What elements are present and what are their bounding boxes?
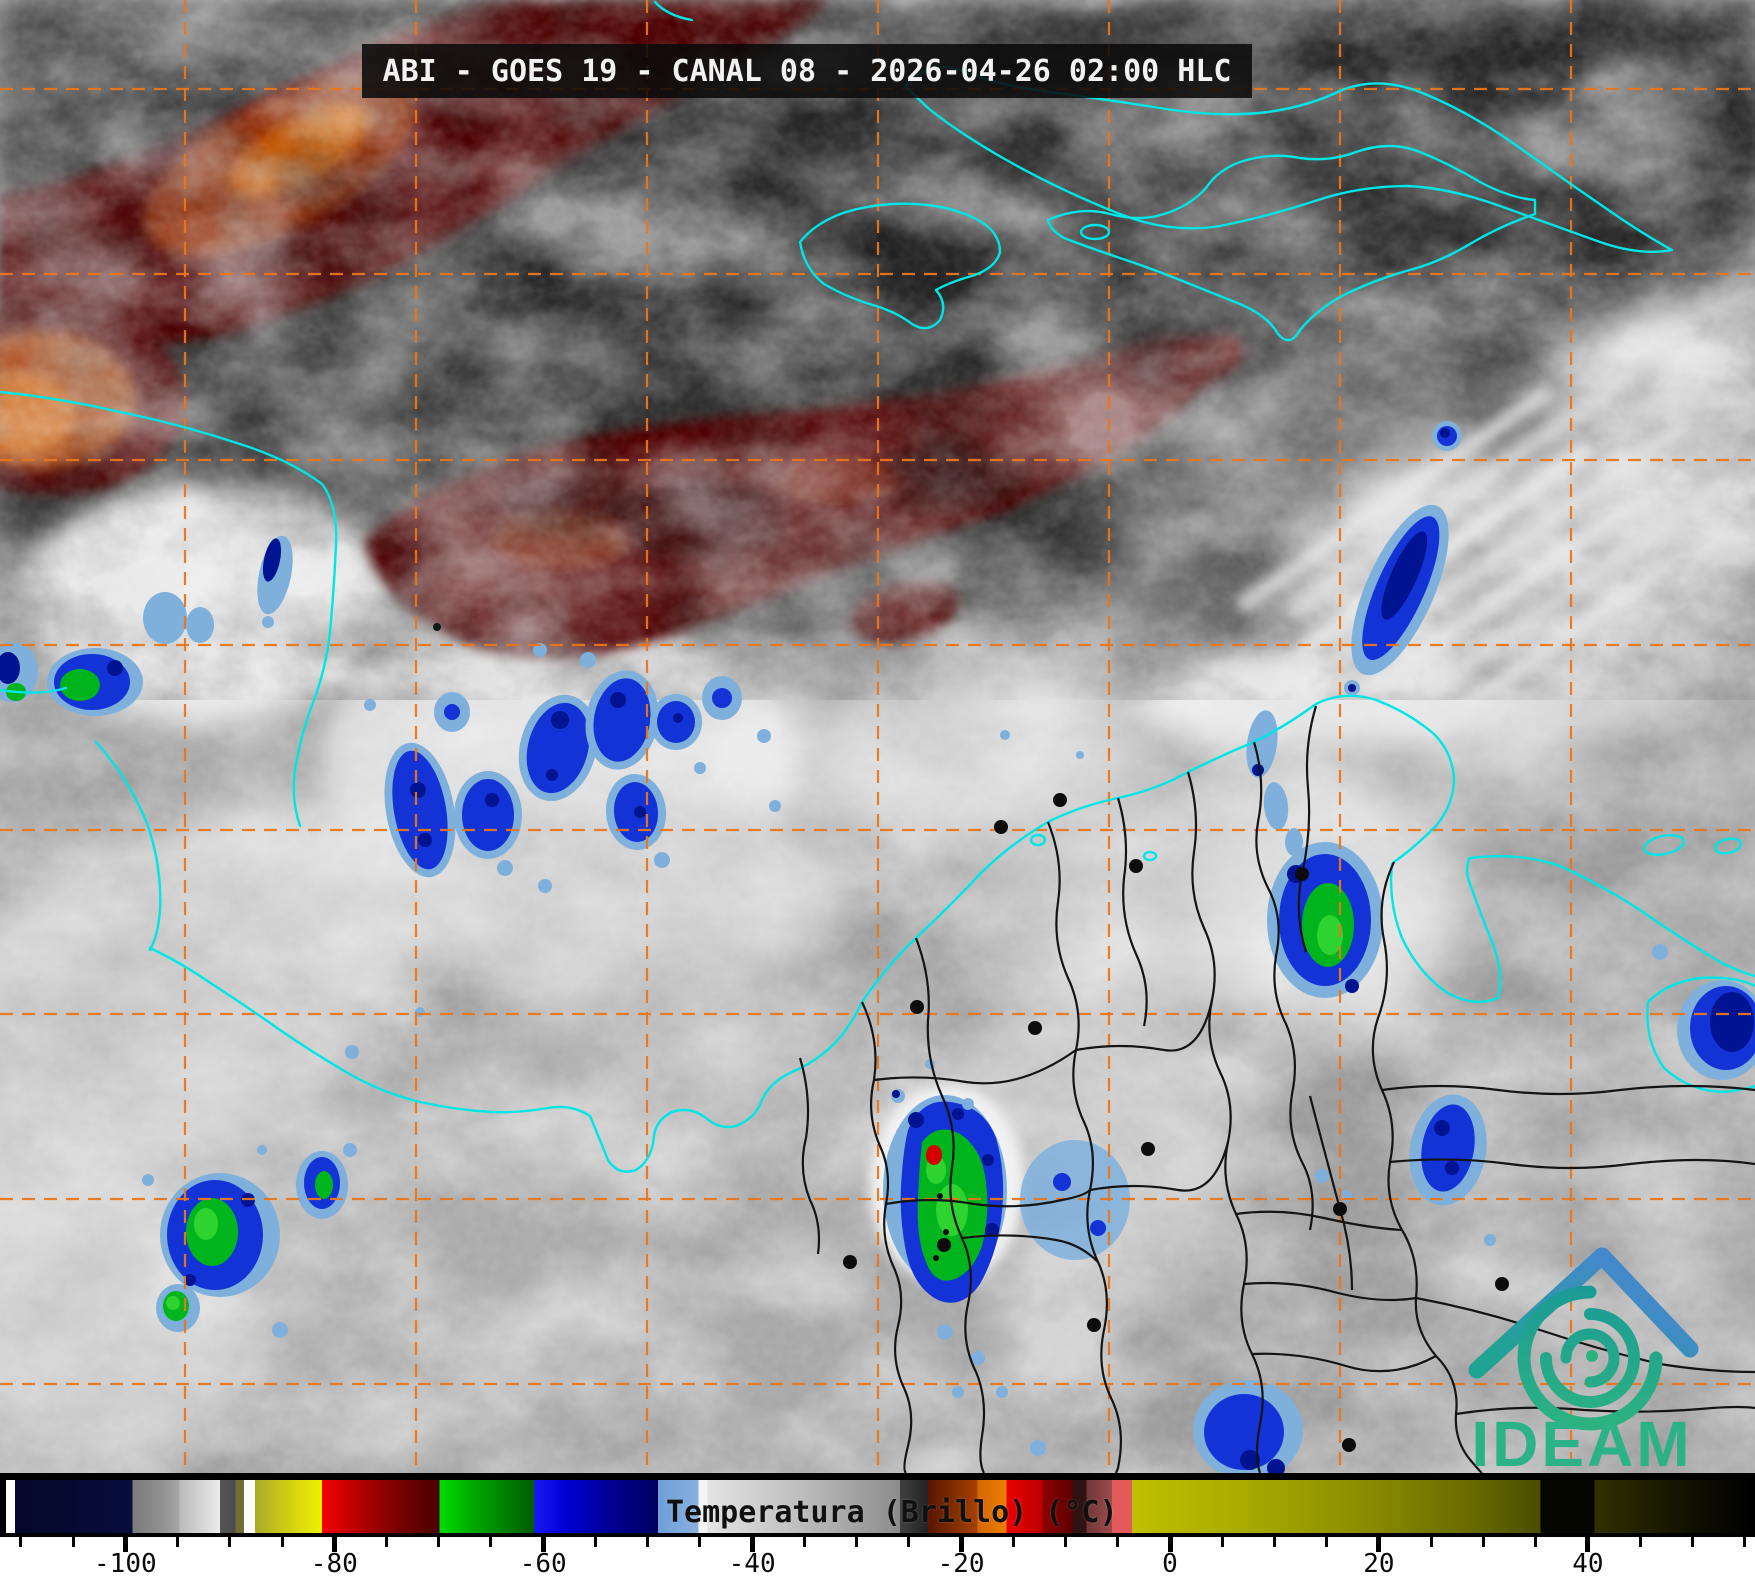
colorbar: Temperatura (Brillo) (°C) xyxy=(0,1473,1755,1537)
colorbar-gradient xyxy=(3,1480,1752,1533)
colorbar-major-tick xyxy=(122,1537,128,1552)
coastline-small-island-2 xyxy=(1142,850,1158,862)
ideam-mountain-icon xyxy=(1468,1247,1699,1379)
ideam-spiral-icon xyxy=(1517,1285,1663,1431)
colorbar-axis: -100 -80 -60 -40 -20 0 20 40 xyxy=(0,1537,1755,1577)
coastline-aruba xyxy=(1714,837,1742,855)
title-bar: ABI - GOES 19 - CANAL 08 - 2026-04-26 02… xyxy=(362,44,1252,98)
colorbar-tick-label: -40 xyxy=(728,1549,776,1577)
coastline-venezuela-north xyxy=(1468,855,1755,978)
coastline-jamaica xyxy=(798,202,1002,330)
colorbar-minor-tick xyxy=(1638,1537,1642,1547)
colorbar-minor-tick xyxy=(71,1537,75,1547)
colorbar-minor-tick xyxy=(280,1537,284,1547)
colorbar-minor-tick xyxy=(176,1537,180,1547)
colorbar-minor-tick xyxy=(385,1537,389,1547)
colorbar-minor-tick xyxy=(1325,1537,1329,1547)
colorbar-minor-tick xyxy=(1690,1537,1694,1547)
coastlines xyxy=(0,0,1755,1173)
colorbar-minor-tick xyxy=(1011,1537,1015,1547)
convective-cells xyxy=(0,421,1755,1473)
colorbar-minor-tick xyxy=(1064,1537,1068,1547)
colorbar-minor-tick xyxy=(1116,1537,1120,1547)
colorbar-tick-label: -80 xyxy=(310,1549,358,1577)
colorbar-label: Temperatura (Brillo) (°C) xyxy=(666,1495,1118,1530)
colorbar-minor-tick xyxy=(1743,1537,1747,1547)
colorbar-minor-tick xyxy=(1481,1537,1485,1547)
coastline-small-island-1 xyxy=(1029,833,1047,847)
colorbar-tick-label: -20 xyxy=(937,1549,985,1577)
satellite-map: IDEAM ABI - GOES 19 - CANAL 08 - 2026-04… xyxy=(0,0,1755,1473)
colorbar-minor-tick xyxy=(855,1537,859,1547)
city-dots xyxy=(843,793,1509,1452)
colorbar-major-tick xyxy=(958,1537,964,1552)
coastline-gonave-island xyxy=(1079,223,1111,241)
colorbar-minor-tick xyxy=(1220,1537,1224,1547)
colorbar-tick-label: 0 xyxy=(1162,1549,1178,1577)
latlon-gridlines xyxy=(0,0,1755,1473)
department-borders xyxy=(798,705,1755,1473)
coastline-costa-rica-panama xyxy=(148,946,864,1173)
colorbar-minor-tick xyxy=(19,1537,23,1547)
coastline-curacao xyxy=(1643,834,1685,856)
colorbar-minor-tick xyxy=(1429,1537,1433,1547)
colorbar-minor-tick xyxy=(593,1537,597,1547)
coastline-cuba xyxy=(903,66,1674,253)
colorbar-minor-tick xyxy=(907,1537,911,1547)
coastline-cuba-west-tip xyxy=(653,0,694,22)
colorbar-tick-label: -100 xyxy=(94,1549,157,1577)
satellite-map-svg: IDEAM xyxy=(0,0,1755,1473)
colorbar-minor-tick xyxy=(1272,1537,1276,1547)
colorbar-major-tick xyxy=(540,1537,546,1552)
colorbar-minor-tick xyxy=(698,1537,702,1547)
ideam-logo: IDEAM xyxy=(1468,1247,1699,1473)
colorbar-minor-tick xyxy=(437,1537,441,1547)
colorbar-major-tick xyxy=(1585,1537,1591,1552)
colorbar-tick-label: 40 xyxy=(1572,1549,1604,1577)
colorbar-major-tick xyxy=(1376,1537,1382,1552)
colorbar-major-tick xyxy=(331,1537,337,1552)
colorbar-minor-tick xyxy=(646,1537,650,1547)
ideam-logo-text: IDEAM xyxy=(1471,1408,1692,1473)
coastline-honduras-fragment xyxy=(0,686,68,694)
colorbar-minor-tick xyxy=(489,1537,493,1547)
colorbar-major-tick xyxy=(749,1537,755,1552)
coastline-gulf-venezuela xyxy=(1389,856,1502,1004)
coastline-hispaniola xyxy=(1046,144,1537,342)
colorbar-tick-label: 20 xyxy=(1363,1549,1395,1577)
colorbar-minor-tick xyxy=(1534,1537,1538,1547)
coastline-colombia-caribbean xyxy=(860,694,1456,1004)
coastline-mosquito xyxy=(94,740,162,952)
colorbar-major-tick xyxy=(1167,1537,1173,1552)
image-title: ABI - GOES 19 - CANAL 08 - 2026-04-26 02… xyxy=(382,53,1232,89)
colorbar-minor-tick xyxy=(802,1537,806,1547)
coastline-yucatan xyxy=(0,390,338,828)
colorbar-tick-label: -60 xyxy=(519,1549,567,1577)
colorbar-minor-tick xyxy=(228,1537,232,1547)
